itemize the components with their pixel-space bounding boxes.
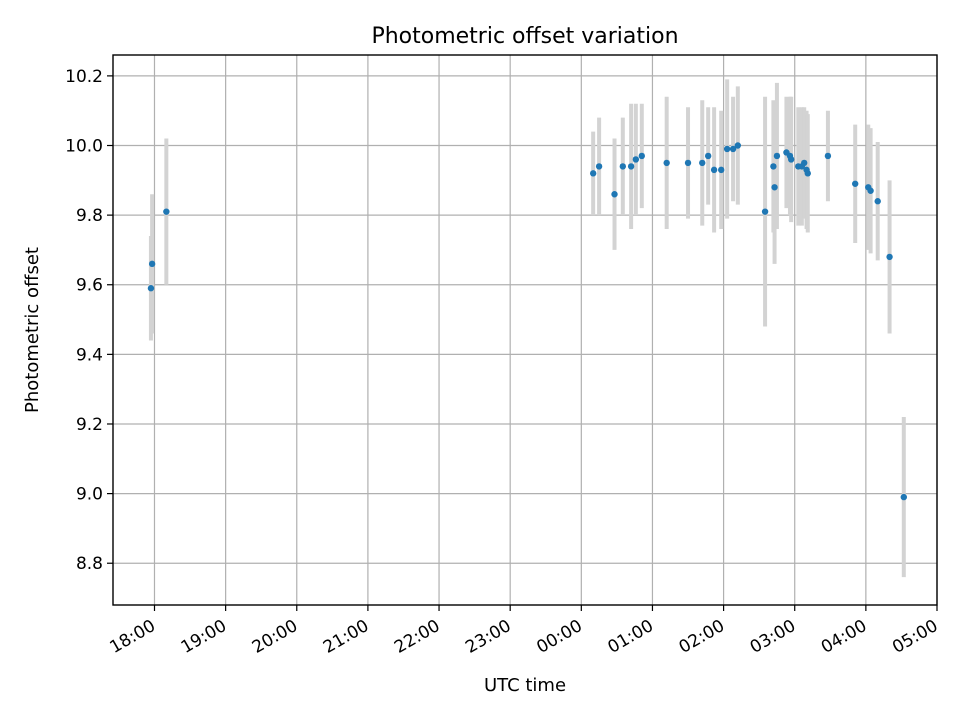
y-tick-label: 9.2 — [76, 415, 103, 435]
data-point — [723, 145, 731, 153]
data-point — [627, 163, 635, 170]
data-point — [663, 159, 670, 167]
y-tick-label: 9.6 — [76, 276, 103, 296]
data-point — [595, 163, 603, 170]
data-point — [824, 152, 832, 160]
data-point — [801, 159, 808, 167]
data-point — [734, 142, 742, 149]
data-point — [886, 253, 893, 261]
data-point — [729, 145, 737, 153]
data-point — [684, 159, 692, 167]
data-point — [770, 163, 777, 170]
data-point — [804, 170, 811, 177]
chart-title: Photometric offset variation — [371, 24, 678, 49]
y-axis-ticks: 8.8 9.0 9.2 9.4 9.6 9.8 10.0 10.2 — [65, 67, 113, 574]
y-tick-label: 10.2 — [65, 67, 103, 87]
data-point — [874, 198, 881, 205]
data-point — [611, 191, 618, 198]
data-point — [851, 180, 859, 187]
data-point — [710, 166, 718, 174]
data-point — [718, 166, 725, 174]
data-point — [163, 208, 170, 215]
data-point — [632, 156, 640, 163]
data-point — [148, 260, 156, 268]
data-points — [147, 142, 908, 501]
data-point — [699, 159, 706, 167]
data-point — [619, 163, 627, 170]
data-point — [787, 156, 795, 163]
x-axis-label: UTC time — [484, 675, 566, 696]
data-point — [900, 493, 908, 501]
y-tick-label: 10.0 — [65, 137, 103, 157]
y-tick-label: 9.0 — [76, 485, 103, 505]
data-point — [147, 285, 155, 292]
y-tick-label: 9.8 — [76, 206, 103, 226]
y-axis-label: Photometric offset — [22, 247, 43, 413]
data-point — [761, 208, 769, 215]
data-point — [867, 187, 874, 194]
data-point — [589, 170, 597, 177]
y-tick-label: 8.8 — [76, 554, 103, 574]
plot-frame — [112, 54, 938, 606]
y-tick-label: 9.4 — [76, 345, 103, 365]
data-point — [638, 152, 645, 160]
data-point — [771, 184, 778, 191]
data-point — [704, 152, 712, 160]
data-point — [773, 152, 781, 160]
